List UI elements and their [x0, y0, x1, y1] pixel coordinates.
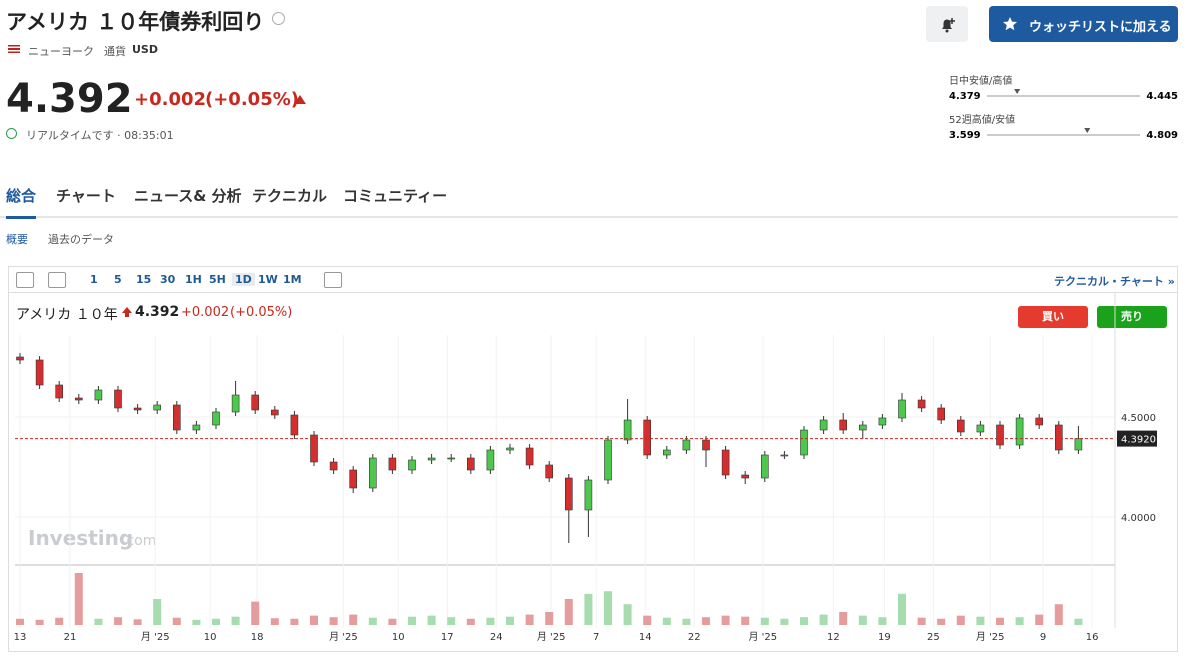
clock-icon — [6, 128, 17, 139]
interval-button[interactable]: 5 — [114, 273, 122, 286]
range-high: 4.445 — [1146, 91, 1178, 102]
calendar-icon[interactable] — [324, 272, 342, 288]
subtab[interactable]: 過去のデータ — [48, 233, 114, 246]
candle-type-icon[interactable] — [16, 272, 34, 288]
currency-label: 通貨 — [104, 45, 126, 58]
chart-change: +0.002 — [181, 305, 230, 320]
range-low: 3.599 — [949, 130, 981, 141]
tab[interactable]: ニュース& 分析 — [134, 187, 242, 205]
status: リアルタイムです · 08:35:01 — [26, 129, 174, 142]
range-marker — [1014, 89, 1021, 94]
title: アメリカ １０年債券利回り — [6, 10, 265, 34]
watchlist-button[interactable]: ウォッチリストに加える — [989, 6, 1178, 42]
interval-button[interactable]: 1M — [283, 273, 302, 286]
price: 4.392 — [6, 76, 133, 122]
sell-button[interactable]: 売り — [1097, 306, 1167, 328]
range-high: 4.809 — [1146, 130, 1178, 141]
change-pct: (+0.05%) — [205, 89, 299, 110]
currency: USD — [132, 43, 158, 56]
flag — [8, 45, 20, 53]
interval-button[interactable]: 1 — [90, 273, 98, 286]
range-label: 52週高値/安値 — [949, 113, 1015, 126]
tab[interactable]: 総合 — [6, 187, 37, 205]
range-marker — [1084, 128, 1091, 133]
up-arrow — [294, 95, 306, 104]
chart-change-pct: (+0.05%) — [230, 305, 293, 320]
chart-panel — [8, 266, 1178, 652]
chart-name: アメリカ １０年 — [16, 307, 118, 323]
interval-button[interactable]: 1H — [185, 273, 202, 286]
interval-button[interactable]: 15 — [136, 273, 152, 286]
tab[interactable]: テクニカル — [252, 187, 328, 205]
range-label: 日中安値/高値 — [949, 74, 1012, 87]
star-icon — [1003, 17, 1017, 31]
technical-chart-link[interactable]: テクニカル・チャート » — [1054, 275, 1175, 288]
chart-price: 4.392 — [135, 304, 180, 320]
tab-divider — [0, 216, 1178, 218]
interval-button[interactable]: 30 — [160, 273, 176, 286]
range-low: 4.379 — [949, 91, 981, 102]
exchange: ニューヨーク — [28, 45, 94, 58]
bell-icon — [942, 18, 955, 33]
area-type-icon[interactable] — [48, 272, 66, 288]
chart-up-arrow — [122, 307, 132, 317]
tab[interactable]: コミュニティー — [343, 187, 448, 205]
alert-button[interactable] — [926, 6, 968, 42]
subtab[interactable]: 概要 — [6, 233, 28, 246]
active-tab-indicator — [6, 216, 36, 219]
interval-button[interactable]: 5H — [209, 273, 226, 286]
tab[interactable]: チャート — [56, 187, 116, 205]
buy-button[interactable]: 買い — [1018, 306, 1088, 328]
toolbar-divider — [8, 292, 1178, 293]
change: +0.002 — [134, 89, 207, 110]
interval-button[interactable]: 1D — [232, 273, 255, 286]
watchlist-label: ウォッチリストに加える — [1029, 20, 1172, 35]
ranges: 日中安値/高値 4.379 4.445 52週高値/安値 3.599 4.809 — [949, 74, 1178, 141]
info-icon[interactable] — [272, 12, 285, 25]
interval-button[interactable]: 1W — [258, 273, 278, 286]
